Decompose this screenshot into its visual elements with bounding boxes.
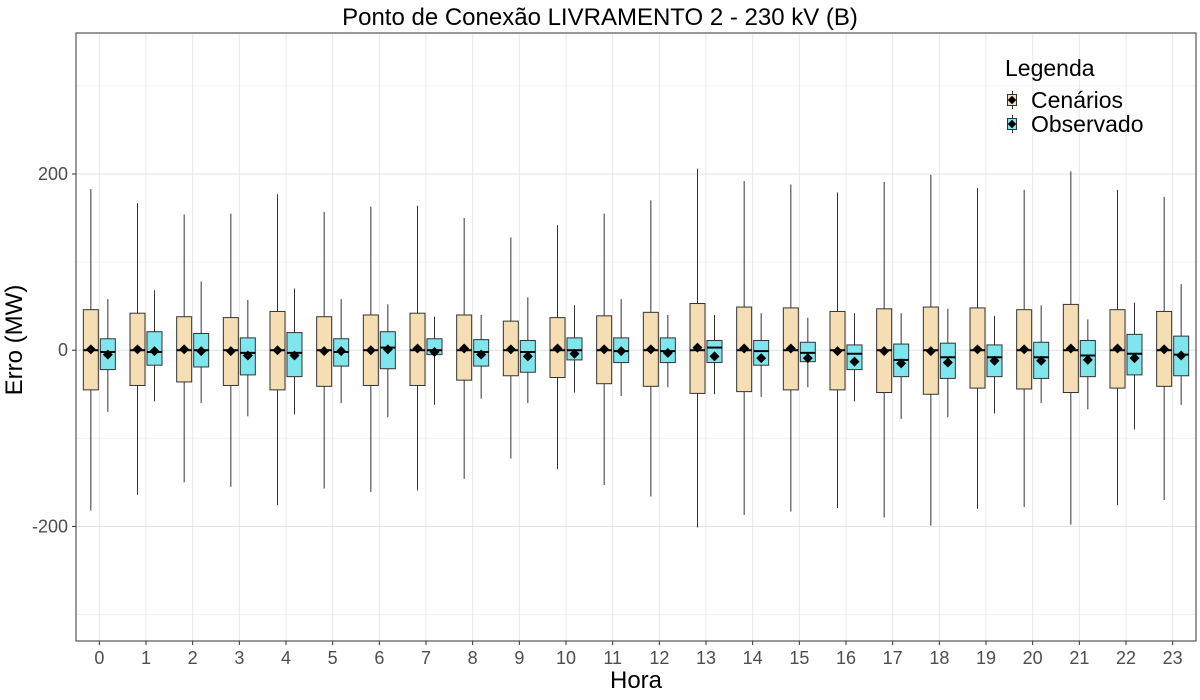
mean-point	[709, 351, 720, 362]
mean-point	[102, 349, 113, 360]
mean-point	[412, 343, 423, 354]
x-tick-label: 9	[514, 648, 524, 668]
mean-point	[849, 356, 860, 367]
mean-point	[179, 344, 190, 355]
mean-point	[1082, 354, 1093, 365]
chart-title: Ponto de Conexão LIVRAMENTO 2 - 230 kV (…	[342, 4, 858, 31]
mean-point	[802, 353, 813, 364]
x-tick-label: 8	[468, 648, 478, 668]
mean-point	[459, 343, 470, 354]
mean-point	[132, 344, 143, 355]
mean-point	[972, 344, 983, 355]
legend-key-cenarios	[1005, 91, 1019, 109]
legend-label-observado: Observado	[1031, 110, 1144, 137]
mean-point	[319, 346, 330, 357]
mean-point	[879, 346, 890, 357]
x-tick-label: 6	[374, 648, 384, 668]
mean-point	[1065, 343, 1076, 354]
mean-point	[1129, 353, 1140, 364]
x-tick-label: 14	[743, 648, 763, 668]
x-tick-label: 5	[328, 648, 338, 668]
x-tick-label: 2	[188, 648, 198, 668]
mean-point	[616, 346, 627, 357]
mean-point	[382, 344, 393, 355]
legend-label-cenarios: Cenários	[1031, 86, 1124, 113]
x-tick-label: 15	[789, 648, 809, 668]
y-tick-label: 200	[38, 164, 68, 184]
mean-point	[289, 350, 300, 361]
legend-item-observado: Observado	[1005, 110, 1144, 137]
legend-title: Legenda	[1005, 55, 1095, 81]
y-tick-label: 0	[58, 340, 68, 360]
mean-point	[365, 345, 376, 356]
mean-point	[1112, 343, 1123, 354]
mean-point	[645, 344, 656, 355]
mean-point	[272, 345, 283, 356]
mean-point	[1176, 350, 1187, 361]
mean-point	[336, 346, 347, 357]
mean-point	[989, 355, 1000, 366]
x-tick-label: 11	[603, 648, 622, 668]
x-tick-label: 23	[1163, 648, 1183, 668]
mean-point	[569, 348, 580, 359]
mean-point	[739, 343, 750, 354]
x-tick-label: 19	[976, 648, 996, 668]
x-tick-label: 12	[649, 648, 669, 668]
mean-point	[225, 346, 236, 357]
mean-point	[785, 343, 796, 354]
mean-point	[196, 346, 207, 357]
mean-point	[599, 344, 610, 355]
y-tick-label: -200	[32, 516, 68, 536]
mean-point	[522, 351, 533, 362]
mean-point	[476, 349, 487, 360]
mean-point	[692, 342, 703, 353]
mean-point	[552, 343, 563, 354]
panel-border	[75, 32, 1197, 642]
mean-point	[242, 350, 253, 361]
x-tick-label: 3	[234, 648, 244, 668]
x-tick-label: 7	[421, 648, 431, 668]
mean-point	[505, 344, 516, 355]
x-tick-label: 16	[836, 648, 856, 668]
x-tick-label: 0	[94, 648, 104, 668]
mean-point	[942, 357, 953, 368]
x-tick-label: 22	[1116, 648, 1136, 668]
mean-point	[149, 346, 160, 357]
legend: Legenda Cenários Observado	[1005, 55, 1144, 137]
x-axis-label: Hora	[609, 667, 663, 694]
y-axis-label: Erro (MW)	[1, 284, 28, 396]
legend-item-cenarios: Cenários	[1005, 86, 1144, 113]
mean-point	[896, 358, 907, 369]
x-tick-label: 17	[883, 648, 903, 668]
mean-point	[832, 346, 843, 357]
x-tick-label: 1	[141, 648, 151, 668]
x-tick-label: 4	[281, 648, 291, 668]
mean-point	[1159, 344, 1170, 355]
legend-key-observado	[1005, 115, 1019, 133]
mean-point	[429, 346, 440, 357]
mean-point	[662, 347, 673, 358]
mean-point	[1019, 344, 1030, 355]
mean-point	[85, 344, 96, 355]
x-tick-label: 18	[929, 648, 949, 668]
x-tick-label: 13	[696, 648, 716, 668]
mean-point	[1036, 355, 1047, 366]
x-tick-label: 10	[556, 648, 576, 668]
mean-point	[925, 346, 936, 357]
x-tick-label: 20	[1023, 648, 1043, 668]
x-tick-label: 21	[1069, 648, 1089, 668]
mean-point	[756, 353, 767, 364]
